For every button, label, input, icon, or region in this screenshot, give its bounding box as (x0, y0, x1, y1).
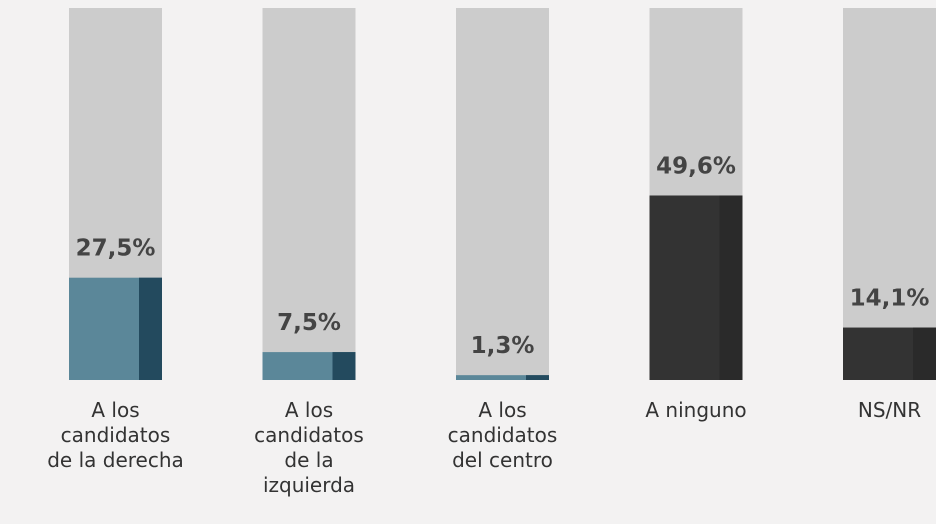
value-label: 1,3% (471, 333, 535, 359)
bar-track (456, 8, 549, 380)
x-tick-label: A los candidatos del centro (447, 398, 558, 472)
bar (456, 375, 549, 380)
x-tick-label: A ninguno (645, 398, 747, 422)
bar-edge (139, 277, 162, 380)
value-label: 7,5% (277, 310, 341, 336)
bar-track (843, 8, 936, 380)
bar-edge (719, 195, 743, 380)
value-label: 49,6% (656, 153, 736, 179)
bar-track (262, 8, 356, 380)
x-tick-label: NS/NR (857, 398, 922, 422)
bar-edge (332, 352, 356, 380)
value-label: 14,1% (850, 286, 930, 312)
value-label: 27,5% (76, 236, 156, 262)
x-tick-label: A los candidatos de la derecha (47, 398, 184, 472)
bar-edge (526, 375, 549, 380)
bar-edge (913, 327, 936, 380)
x-tick-label: A los candidatos de la izquierda (254, 398, 364, 497)
